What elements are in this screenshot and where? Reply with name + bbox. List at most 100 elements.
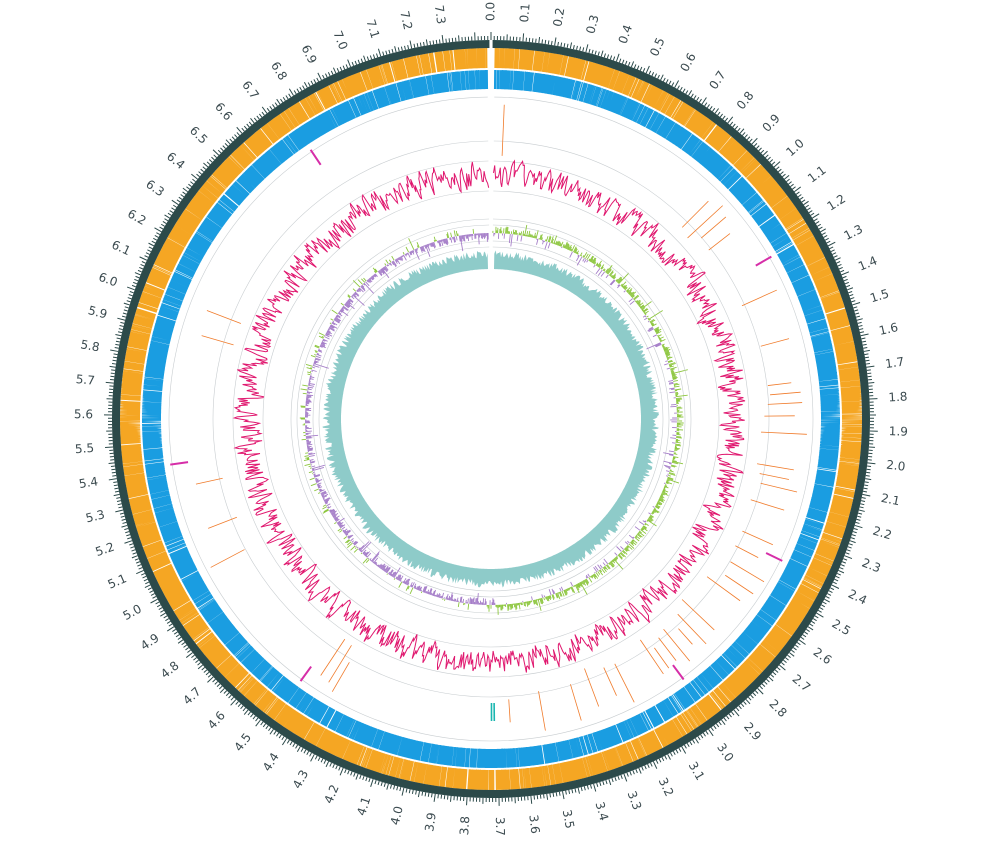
tick-label: 2.4 [846, 587, 869, 608]
tick-label: 0.3 [583, 13, 601, 35]
tick-label: 6.3 [143, 177, 167, 199]
tick-label: 3.0 [714, 741, 736, 765]
tick-label: 4.6 [205, 708, 228, 732]
rna-feature-orange [759, 473, 790, 480]
tick-label: 3.1 [686, 759, 708, 783]
tick-labels: 0.0 0.1 0.2 0.3 0.4 0.5 0.6 0.7 0.80.91.0 1.1 1.2 1… [74, 2, 908, 836]
tick-label: 4.1 [354, 795, 373, 818]
rna-feature-orange [741, 289, 777, 307]
gc-grid-3 [212, 140, 770, 698]
tick-label: 5.5 [74, 441, 94, 456]
tick-label: 0.2 [550, 7, 567, 28]
tick-label: 2.8 [766, 697, 789, 720]
gc-skew-positive [299, 224, 688, 615]
tick-label: 2.5 [830, 616, 854, 638]
tick-label: 1.9 [889, 424, 909, 439]
backbone-arc [112, 40, 870, 798]
rna-feature-orange [614, 663, 635, 703]
rna-feature-magenta [672, 664, 685, 681]
tick-label: 2.9 [741, 720, 764, 744]
tick-label: 4.7 [180, 684, 204, 707]
tick-label: 7.1 [363, 18, 382, 40]
tick-label: 0.0 [484, 2, 498, 21]
tick-label: 1.0 [783, 136, 807, 159]
tick-label: 0.6 [677, 51, 698, 74]
gc-skew-grid-0 [318, 246, 664, 592]
rna-feature-orange [681, 200, 709, 228]
rna-feature-magenta [299, 665, 312, 682]
rna-feature-orange [750, 499, 785, 511]
rna-feature-orange [195, 477, 223, 485]
gc-skew-negative [304, 232, 678, 606]
tick-label: 5.9 [87, 303, 109, 321]
rna-track-grid [168, 96, 814, 742]
forward-gene-marks [119, 47, 863, 791]
tick-label: 2.6 [811, 645, 835, 668]
gc-content-grid [212, 140, 770, 698]
rna-feature-orange [770, 391, 801, 396]
rna-feature-orange [687, 205, 723, 239]
rna-feature-orange [706, 576, 741, 602]
tick-label: 6.8 [268, 59, 290, 83]
tick-label: 2.3 [860, 556, 883, 576]
tick-label: 0.7 [706, 68, 728, 92]
tick-label: 0.5 [647, 35, 668, 58]
rna-feature-magenta [309, 149, 322, 166]
tick-label: 4.2 [321, 783, 341, 806]
tick-label: 7.0 [330, 29, 350, 52]
tick-label: 1.8 [888, 390, 908, 405]
tick-label: 6.2 [125, 206, 149, 228]
tick-label: 5.8 [79, 337, 100, 354]
rna-feature-orange [208, 516, 237, 529]
rna-feature-orange [767, 382, 792, 386]
tick-label: 1.3 [842, 222, 865, 243]
gc-skew-track [299, 224, 688, 615]
rna-feature-orange [663, 629, 691, 662]
tick-label: 6.0 [97, 270, 120, 290]
tick-label: 4.8 [158, 658, 182, 681]
rna-feature-orange [210, 549, 245, 568]
rna-feature-orange [331, 662, 350, 692]
tick-label: 2.7 [790, 672, 814, 695]
tick-label: 5.6 [74, 407, 93, 421]
tick-label: 4.9 [138, 631, 162, 653]
rna-feature-orange [757, 463, 794, 471]
tick-label: 6.9 [299, 43, 320, 66]
tick-label: 4.5 [231, 730, 254, 754]
tick-marks [104, 32, 878, 806]
tick-label: 3.3 [625, 789, 645, 812]
tick-label: 1.4 [856, 253, 879, 273]
rna-feature-magenta [755, 255, 772, 267]
rna-feature-orange [570, 684, 582, 721]
rna-feature-orange [760, 338, 790, 347]
tick-label: 3.8 [457, 816, 472, 836]
gc-skew-grid [296, 224, 686, 614]
tick-label: 1.1 [805, 163, 829, 186]
rna-feature-orange [760, 482, 798, 493]
backbone-ring [112, 40, 870, 798]
tick-label: 1.2 [824, 192, 848, 214]
rna-feature-orange [725, 574, 754, 595]
tick-label: 3.4 [592, 800, 611, 822]
tick-label: 0.9 [759, 111, 782, 134]
rna-feature-orange [640, 639, 664, 675]
tick-label: 4.3 [290, 768, 311, 791]
tick-label: 5.2 [94, 540, 117, 559]
tick-label: 6.7 [239, 78, 262, 102]
rna-grid-outer [168, 96, 814, 742]
tick-label: 0.4 [616, 23, 636, 46]
tick-label: 5.3 [84, 507, 106, 525]
tick-label: 4.0 [388, 805, 406, 827]
tick-label: 2.2 [871, 524, 893, 543]
tick-label: 4.4 [260, 750, 282, 774]
reverse-strand-genes-track [141, 69, 841, 769]
depth-area [322, 250, 659, 588]
gc-grid-2 [232, 160, 750, 678]
tick-label: 7.3 [432, 4, 448, 25]
rna-feature-orange [708, 233, 731, 251]
tick-label: 1.7 [884, 355, 905, 371]
tick-label: 1.5 [868, 286, 890, 305]
tick-label: 6.5 [187, 123, 210, 146]
